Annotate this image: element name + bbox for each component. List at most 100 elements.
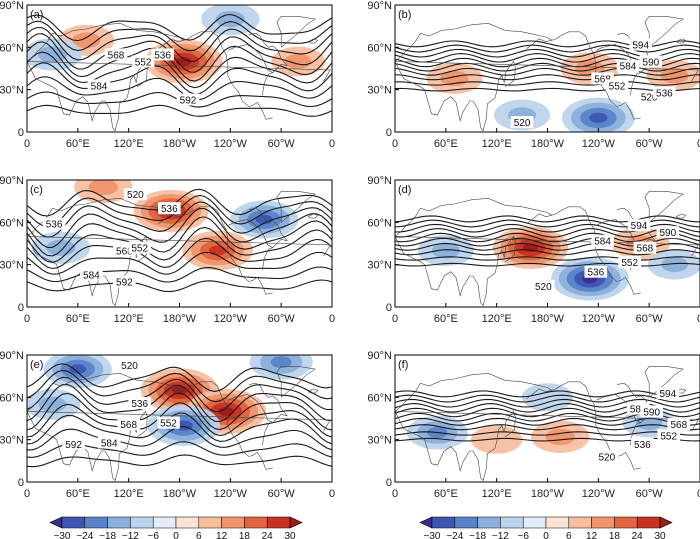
contour-label: 536: [154, 50, 171, 61]
coastline: [630, 72, 641, 96]
lon-tick-label: 0: [697, 313, 700, 325]
contour-label: 552: [621, 258, 638, 269]
lon-tick-label: 60°E: [66, 313, 90, 325]
anomaly-shading: [545, 428, 575, 445]
contour-line: [27, 104, 332, 117]
contour-label: 520: [121, 361, 138, 372]
coastline: [187, 381, 273, 470]
contour-label-bg: [667, 418, 691, 431]
contour-label: 594: [659, 389, 676, 400]
panel-label: (e): [30, 359, 43, 371]
lon-tick-label: 120°W: [582, 313, 616, 325]
lat-tick-label: 30°N: [0, 435, 24, 447]
contour-label: 584: [594, 237, 611, 248]
coastline: [158, 388, 184, 399]
lon-tick-label: 60°W: [636, 313, 664, 325]
lat-tick-label: 60°N: [0, 42, 24, 54]
lat-tick-label: 90°N: [367, 175, 392, 187]
contour-label: 552: [131, 244, 148, 255]
contour-label-bg: [42, 217, 66, 230]
colorbar-bin: [568, 516, 592, 529]
colorbar-tick-label: 18: [239, 531, 251, 539]
lon-tick-label: 0: [24, 138, 30, 150]
lon-tick-label: 180°W: [163, 488, 197, 500]
coastline: [228, 32, 288, 74]
contour-label: 584: [620, 62, 637, 73]
contour-line: [27, 226, 332, 263]
lon-tick-label: 60°E: [434, 313, 458, 325]
coastline: [395, 60, 516, 132]
contour-label-bg: [616, 59, 640, 72]
colorbar-bin: [130, 516, 154, 529]
lon-tick-label: 60°W: [268, 488, 296, 500]
colorbar-extend-high: [289, 516, 303, 529]
colorbar-tick-label: 6: [566, 531, 572, 539]
lat-tick-label: 90°N: [367, 0, 392, 12]
colorbar-bin: [221, 516, 245, 529]
colorbar-extend-low: [419, 516, 433, 529]
contour-line: [395, 398, 700, 408]
coastline: [187, 206, 273, 295]
contour-line: [27, 76, 332, 101]
lat-tick-label: 60°N: [367, 217, 392, 229]
lon-tick-label: 120°E: [114, 488, 144, 500]
lat-tick-label: 60°N: [0, 217, 24, 229]
colorbar-tick-label: −24: [446, 531, 463, 539]
lon-tick-label: 180°W: [531, 313, 565, 325]
anomaly-shading: [431, 242, 460, 259]
coastline: [676, 38, 687, 44]
lon-tick-label: 0: [329, 138, 335, 150]
contour-label-bg: [656, 226, 680, 239]
panel-label: (a): [30, 9, 43, 21]
contour-label: 552: [609, 81, 626, 92]
contour-label: 520: [535, 282, 552, 293]
contour-label: 520: [514, 118, 531, 129]
anomaly-shading: [208, 245, 227, 256]
lat-tick-label: 30°N: [367, 435, 392, 447]
anomaly-shading: [171, 385, 188, 395]
colorbar-bin: [84, 516, 108, 529]
contour-line: [27, 251, 332, 275]
anomaly-shading: [661, 257, 688, 273]
contour-label: 592: [180, 96, 197, 107]
lon-tick-label: 120°E: [482, 313, 512, 325]
contour-label-bg: [104, 48, 128, 61]
colorbar-bin: [500, 516, 524, 529]
contour-label-bg: [62, 437, 85, 450]
coastline: [526, 388, 552, 399]
lon-tick-label: 60°E: [434, 138, 458, 150]
lon-tick-label: 0: [392, 488, 398, 500]
contour-line: [395, 87, 700, 92]
contour-label: 590: [643, 407, 660, 418]
colorbar-1: −30 −24 −18 −12 −6 0 6 12 18 24 30: [49, 516, 303, 539]
contour-line: [395, 81, 700, 86]
anomaly-shading: [88, 180, 118, 196]
contour-label-bg: [97, 436, 121, 449]
lon-tick-label: 60°E: [66, 138, 90, 150]
contour-line: [395, 67, 700, 76]
contour-line: [27, 207, 332, 248]
contour-label: 568: [670, 420, 687, 431]
contour-label-bg: [595, 450, 619, 463]
coastline: [526, 213, 552, 224]
colorbar-tick-label: 24: [262, 531, 274, 539]
lon-tick-label: 0: [24, 313, 30, 325]
coastline: [276, 191, 316, 223]
coastline: [27, 60, 148, 132]
contour-label-bg: [627, 219, 651, 232]
lon-tick-label: 120°E: [482, 138, 512, 150]
colorbar-extend-low: [49, 516, 63, 529]
lat-tick-label: 30°N: [0, 260, 24, 272]
contour-line: [27, 266, 332, 283]
contour-line: [27, 62, 332, 95]
colorbar-tick-label: 12: [586, 531, 598, 539]
colorbar-tick-label: 30: [654, 531, 666, 539]
coastline: [308, 213, 319, 219]
lat-tick-label: 30°N: [367, 85, 392, 97]
coastline: [308, 388, 319, 394]
coastline: [644, 191, 684, 223]
lon-tick-label: 60°W: [636, 138, 664, 150]
